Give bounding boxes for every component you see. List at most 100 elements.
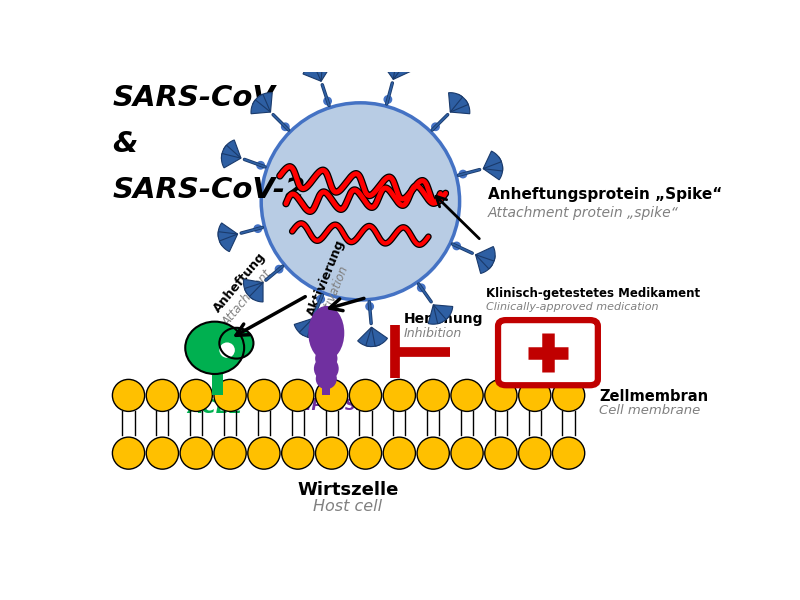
Ellipse shape xyxy=(316,368,337,389)
Ellipse shape xyxy=(257,161,264,169)
Text: Clinically-approved medication: Clinically-approved medication xyxy=(486,302,658,311)
Polygon shape xyxy=(222,154,241,168)
Polygon shape xyxy=(475,247,495,261)
Ellipse shape xyxy=(453,242,460,250)
Polygon shape xyxy=(258,92,272,112)
Ellipse shape xyxy=(112,379,145,412)
Ellipse shape xyxy=(383,379,415,412)
Ellipse shape xyxy=(180,437,212,469)
Ellipse shape xyxy=(350,379,382,412)
Polygon shape xyxy=(303,64,321,81)
Ellipse shape xyxy=(315,379,348,412)
Polygon shape xyxy=(366,327,380,347)
Ellipse shape xyxy=(383,437,415,469)
Text: &: & xyxy=(112,130,138,158)
Ellipse shape xyxy=(432,123,439,130)
Polygon shape xyxy=(223,140,241,158)
Polygon shape xyxy=(358,327,371,347)
Polygon shape xyxy=(483,166,502,180)
Polygon shape xyxy=(382,60,396,79)
Text: Wirtszelle: Wirtszelle xyxy=(298,481,398,499)
Ellipse shape xyxy=(485,437,517,469)
Polygon shape xyxy=(449,92,462,112)
Polygon shape xyxy=(450,100,470,114)
Polygon shape xyxy=(219,234,238,251)
Text: SARS-CoV-2: SARS-CoV-2 xyxy=(112,176,306,204)
Ellipse shape xyxy=(214,379,246,412)
Text: Cell membrane: Cell membrane xyxy=(599,404,700,416)
Ellipse shape xyxy=(308,306,344,360)
Text: Activation: Activation xyxy=(318,265,351,325)
Text: Inhibition: Inhibition xyxy=(404,326,462,340)
Polygon shape xyxy=(475,255,495,269)
Bar xyxy=(322,380,330,395)
Bar xyxy=(212,373,223,395)
Ellipse shape xyxy=(254,225,262,232)
Text: Anheftung: Anheftung xyxy=(210,250,268,314)
Text: Host cell: Host cell xyxy=(314,499,382,514)
Polygon shape xyxy=(250,283,263,302)
Ellipse shape xyxy=(324,97,331,105)
Ellipse shape xyxy=(518,437,551,469)
Text: Hemmung: Hemmung xyxy=(404,312,483,326)
Polygon shape xyxy=(307,319,322,338)
Text: Anheftungsprotein „Spike“: Anheftungsprotein „Spike“ xyxy=(487,187,722,202)
Polygon shape xyxy=(391,60,405,79)
Ellipse shape xyxy=(485,379,517,412)
FancyBboxPatch shape xyxy=(498,320,598,385)
Ellipse shape xyxy=(219,328,254,359)
Polygon shape xyxy=(218,223,238,237)
Ellipse shape xyxy=(275,265,282,273)
Ellipse shape xyxy=(112,437,145,469)
Ellipse shape xyxy=(366,303,374,310)
Ellipse shape xyxy=(459,170,466,178)
Ellipse shape xyxy=(317,295,324,303)
Polygon shape xyxy=(222,145,241,159)
Ellipse shape xyxy=(248,379,280,412)
Ellipse shape xyxy=(146,437,178,469)
Ellipse shape xyxy=(146,379,178,412)
Ellipse shape xyxy=(417,437,450,469)
Polygon shape xyxy=(243,279,263,293)
Text: Zellmembran: Zellmembran xyxy=(599,389,708,404)
Polygon shape xyxy=(253,94,270,112)
Ellipse shape xyxy=(350,437,382,469)
Text: ACE2: ACE2 xyxy=(187,398,242,417)
Ellipse shape xyxy=(417,379,450,412)
Polygon shape xyxy=(475,255,492,274)
Ellipse shape xyxy=(315,437,348,469)
Ellipse shape xyxy=(451,379,483,412)
Polygon shape xyxy=(317,62,331,81)
Polygon shape xyxy=(450,94,468,112)
Polygon shape xyxy=(434,305,453,319)
Ellipse shape xyxy=(261,103,459,300)
Ellipse shape xyxy=(451,437,483,469)
Polygon shape xyxy=(394,61,411,79)
Ellipse shape xyxy=(384,96,392,103)
Polygon shape xyxy=(483,157,502,171)
Ellipse shape xyxy=(214,437,246,469)
Polygon shape xyxy=(218,232,238,246)
Ellipse shape xyxy=(314,356,338,381)
Polygon shape xyxy=(309,62,322,81)
Text: Attachment protein „spike“: Attachment protein „spike“ xyxy=(487,206,678,220)
Ellipse shape xyxy=(282,437,314,469)
Text: Klinisch-getestetes Medikament: Klinisch-getestetes Medikament xyxy=(486,287,700,300)
Polygon shape xyxy=(251,100,270,114)
Ellipse shape xyxy=(418,284,425,292)
Polygon shape xyxy=(245,283,263,299)
Polygon shape xyxy=(483,151,502,169)
Ellipse shape xyxy=(248,437,280,469)
Ellipse shape xyxy=(553,379,585,412)
Text: TMPRSS2: TMPRSS2 xyxy=(286,398,366,413)
Polygon shape xyxy=(294,319,313,335)
Ellipse shape xyxy=(518,379,551,412)
Polygon shape xyxy=(428,305,442,324)
Text: Attachment: Attachment xyxy=(220,268,275,329)
Ellipse shape xyxy=(219,343,235,358)
Ellipse shape xyxy=(282,379,314,412)
Ellipse shape xyxy=(553,437,585,469)
Polygon shape xyxy=(299,319,313,338)
Ellipse shape xyxy=(186,322,244,374)
Ellipse shape xyxy=(282,123,289,130)
